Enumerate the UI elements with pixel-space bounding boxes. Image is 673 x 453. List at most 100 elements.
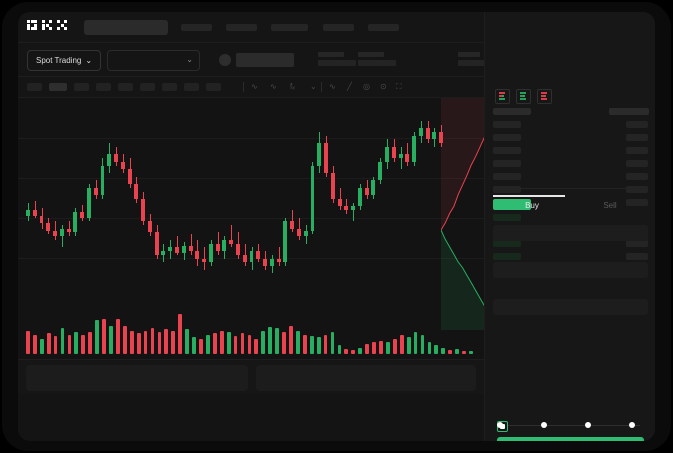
candle-wick <box>339 187 341 211</box>
timeframe-1d[interactable] <box>162 83 177 91</box>
amount-field[interactable] <box>493 262 648 278</box>
buy-submit-button[interactable] <box>497 437 644 441</box>
spot-trading-dropdown[interactable]: Spot Trading ⌄ <box>27 50 102 71</box>
volume-bar <box>420 334 425 354</box>
orderbook-ask-row[interactable] <box>493 160 521 167</box>
volume-bar <box>240 333 245 354</box>
indicator-icon[interactable]: ∿ <box>251 82 258 91</box>
volume-bar <box>330 332 335 354</box>
candle-body <box>310 165 315 231</box>
template-icon[interactable]: fₓ <box>290 82 295 91</box>
nav-item-1[interactable] <box>181 24 212 31</box>
volume-bar <box>455 348 460 354</box>
okx-logo[interactable] <box>27 20 74 35</box>
amount-percent-slider[interactable] <box>497 421 644 432</box>
orderbook-view-both[interactable] <box>495 89 510 104</box>
candle-body <box>134 184 139 199</box>
candle-body <box>364 187 369 196</box>
volume-bar <box>268 326 273 354</box>
orderbook-ask-row[interactable] <box>493 134 521 141</box>
orderbook-col-amount <box>609 108 649 115</box>
global-search-input[interactable] <box>84 20 168 35</box>
candle-body <box>46 223 51 231</box>
camera-icon[interactable]: ◎ <box>363 82 370 91</box>
orderbook-bid-row[interactable] <box>493 253 521 260</box>
slider-stop-75[interactable] <box>629 422 635 428</box>
tab-buy[interactable]: Buy <box>525 201 539 210</box>
volume-bar <box>53 335 58 354</box>
fullscreen-icon[interactable]: ⛶ <box>396 82 402 91</box>
volume-bar <box>81 334 86 354</box>
slider-stop-25[interactable] <box>541 422 547 428</box>
volume-bar <box>212 333 217 354</box>
orderbook-bid-row[interactable] <box>493 214 521 221</box>
compare-icon[interactable]: ∿ <box>270 82 277 91</box>
timeframe-1w[interactable] <box>184 83 199 91</box>
timeframe-1m[interactable] <box>27 83 42 91</box>
line-chart-icon[interactable]: ∿ <box>329 82 336 91</box>
candle-body <box>188 245 193 252</box>
stat-label <box>458 52 480 57</box>
timeframe-1M[interactable] <box>206 83 221 91</box>
candle-wick <box>190 234 192 255</box>
nav-item-3[interactable] <box>271 24 308 31</box>
pair-name-label[interactable] <box>236 53 294 67</box>
bottom-panel-right[interactable] <box>256 365 476 391</box>
orderbook-ask-row[interactable] <box>493 173 521 180</box>
volume-bar <box>448 350 453 354</box>
timeframe-1h[interactable] <box>118 83 133 91</box>
nav-item-5[interactable] <box>368 24 399 31</box>
timeframe-4h[interactable] <box>140 83 155 91</box>
total-field[interactable] <box>493 299 648 315</box>
candle-body <box>296 228 301 237</box>
timeframe-5m[interactable] <box>49 83 67 91</box>
volume-bar <box>109 325 113 354</box>
volume-bar <box>95 320 100 354</box>
volume-bar <box>282 332 286 354</box>
candle-body <box>256 251 261 259</box>
market-select-dropdown[interactable]: ⌄ <box>107 50 200 71</box>
volume-bar <box>289 325 293 354</box>
orderbook-ask-row[interactable] <box>493 121 521 128</box>
candle-body <box>161 251 166 255</box>
toolbar-divider <box>321 82 322 92</box>
volume-bar <box>199 338 203 354</box>
timeframe-30m[interactable] <box>96 83 111 91</box>
volume-bar <box>469 351 473 354</box>
volume-chart[interactable] <box>18 308 484 354</box>
orderbook-ask-row[interactable] <box>493 147 521 154</box>
slider-track <box>501 425 640 426</box>
orderbook-ask-row[interactable] <box>493 186 521 193</box>
nav-item-4[interactable] <box>323 24 354 31</box>
slider-stop-50[interactable] <box>497 422 503 428</box>
orderbook-view-bids[interactable] <box>516 89 531 104</box>
orderbook-bid-amount <box>626 240 648 247</box>
settings-icon[interactable]: ⊙ <box>380 82 387 91</box>
spot-trading-label: Spot Trading <box>36 56 82 65</box>
candlestick-chart[interactable] <box>18 98 484 303</box>
volume-bar <box>365 343 370 354</box>
volume-bar <box>462 350 466 354</box>
volume-bar <box>171 330 176 354</box>
orderbook-ask-amount <box>626 160 648 167</box>
candle-body <box>357 187 362 207</box>
volume-bar <box>32 334 37 354</box>
chevron-down-icon[interactable]: ⌄ <box>310 82 317 91</box>
stat-24h-high <box>458 52 490 66</box>
volume-bar <box>192 337 196 354</box>
volume-bar <box>46 333 51 354</box>
orderbook-view-asks[interactable] <box>537 89 552 104</box>
bottom-panel-left[interactable] <box>26 365 248 391</box>
slider-stop-50[interactable] <box>585 422 591 428</box>
tab-sell[interactable]: Sell <box>603 201 617 210</box>
candle-body <box>317 143 322 166</box>
orderbook-bid-row[interactable] <box>493 240 521 247</box>
ruler-icon[interactable]: ╱ <box>347 82 352 91</box>
volume-bar <box>379 341 383 354</box>
price-field[interactable] <box>493 225 648 241</box>
candle-body <box>330 172 335 199</box>
timeframe-15m[interactable] <box>74 83 89 91</box>
nav-item-2[interactable] <box>226 24 257 31</box>
volume-bar <box>351 350 356 354</box>
